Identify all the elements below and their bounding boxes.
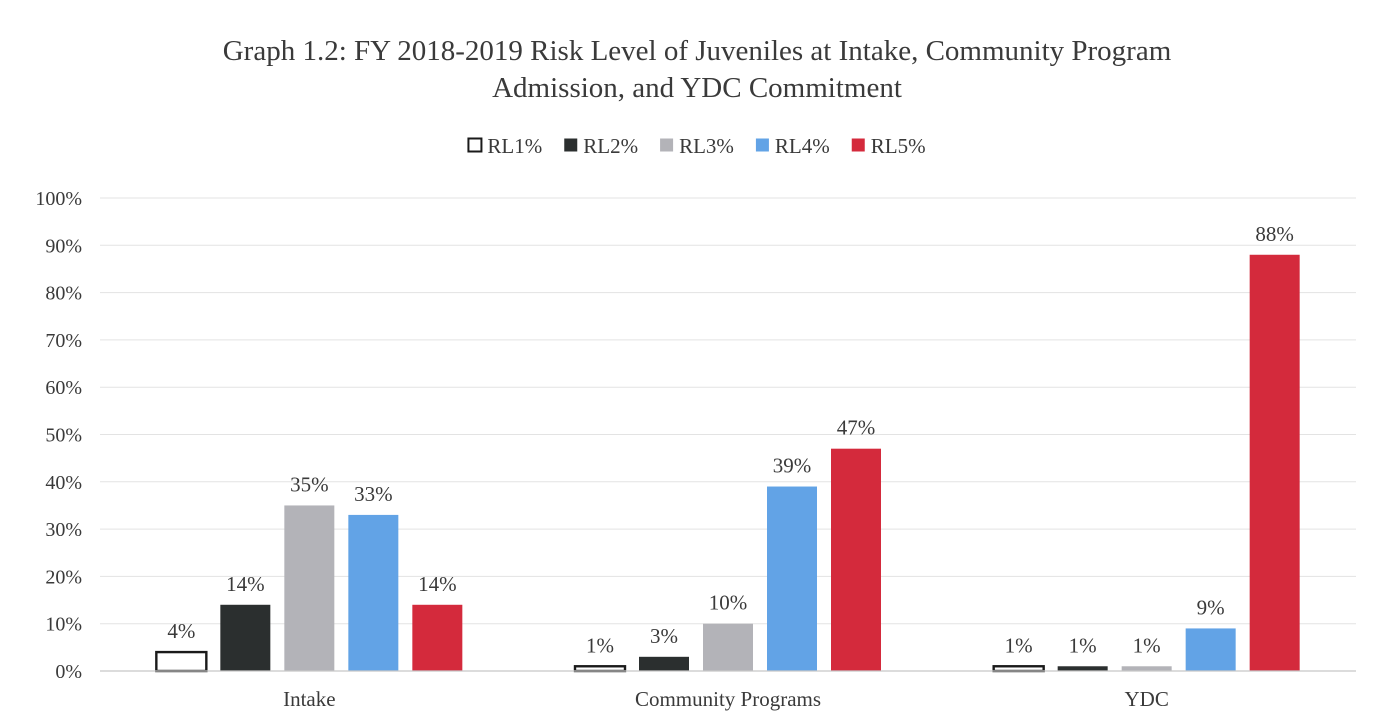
data-label: 1% bbox=[1069, 633, 1097, 657]
category-label: Intake bbox=[283, 687, 335, 711]
data-label: 4% bbox=[167, 619, 195, 643]
bars bbox=[155, 254, 1300, 673]
bar-rl1-community-programs bbox=[573, 665, 627, 673]
category-label: YDC bbox=[1124, 687, 1168, 711]
data-label: 14% bbox=[418, 572, 457, 596]
data-label: 39% bbox=[773, 454, 812, 478]
y-tick-label: 100% bbox=[35, 188, 82, 210]
data-label: 3% bbox=[650, 624, 678, 648]
data-label: 1% bbox=[586, 633, 614, 657]
legend-label: RL3% bbox=[679, 134, 734, 158]
legend-item: RL3% bbox=[660, 134, 734, 158]
bar-rl2-intake bbox=[220, 604, 271, 671]
bar-rl4-intake bbox=[348, 514, 399, 671]
y-tick-label: 90% bbox=[45, 235, 82, 257]
y-tick-label: 10% bbox=[45, 614, 82, 636]
chart-title-line-2: Admission, and YDC Commitment bbox=[492, 72, 902, 104]
y-tick-label: 70% bbox=[45, 330, 82, 352]
y-tick-label: 40% bbox=[45, 472, 82, 494]
legend-label: RL4% bbox=[775, 134, 830, 158]
bar-rl4-ydc bbox=[1185, 628, 1236, 671]
legend-item: RL2% bbox=[564, 134, 638, 158]
y-tick-label: 30% bbox=[45, 519, 82, 541]
bar-rl3-community-programs bbox=[703, 623, 753, 671]
bar-rl4-community-programs bbox=[767, 486, 817, 671]
y-tick-label: 0% bbox=[55, 661, 82, 683]
y-tick-label: 20% bbox=[45, 566, 82, 588]
legend-label: RL5% bbox=[871, 134, 926, 158]
bar-rl5-community-programs bbox=[831, 448, 881, 671]
bar-rl3-ydc bbox=[1121, 666, 1172, 671]
data-label: 10% bbox=[709, 591, 748, 615]
category-labels: Intake Community Programs YDC bbox=[283, 687, 1169, 711]
legend-swatch bbox=[467, 137, 483, 153]
y-tick-label: 60% bbox=[45, 377, 82, 399]
bar-rl3-intake bbox=[284, 505, 335, 671]
bar-rl5-intake bbox=[412, 604, 463, 671]
legend-swatch bbox=[755, 138, 769, 152]
legend-label: RL1% bbox=[487, 134, 542, 158]
data-label: 14% bbox=[226, 572, 265, 596]
legend-label: RL2% bbox=[583, 134, 638, 158]
bar-rl2-community-programs bbox=[639, 656, 689, 671]
data-label: 47% bbox=[837, 416, 876, 440]
legend-swatch bbox=[851, 138, 865, 152]
bar-rl2-ydc bbox=[1057, 666, 1108, 671]
category-label: Community Programs bbox=[635, 687, 821, 711]
data-label: 35% bbox=[290, 472, 329, 496]
chart-title-line-1: Graph 1.2: FY 2018-2019 Risk Level of Ju… bbox=[223, 35, 1172, 67]
legend: RL1% RL2% RL3% RL4% RL5% bbox=[467, 134, 926, 158]
y-tick-label: 50% bbox=[45, 425, 82, 447]
data-label: 1% bbox=[1133, 633, 1161, 657]
data-label: 88% bbox=[1255, 222, 1294, 246]
bar-rl5-ydc bbox=[1249, 254, 1300, 671]
legend-swatch bbox=[660, 138, 674, 152]
legend-item: RL5% bbox=[851, 134, 926, 158]
bar-rl1-intake bbox=[155, 650, 208, 673]
y-axis-tick-labels: 0% 10% 20% 30% 40% 50% 60% 70% 80% 90% 100% bbox=[35, 188, 82, 683]
legend-item: RL4% bbox=[755, 134, 830, 158]
data-label: 9% bbox=[1197, 595, 1225, 619]
data-labels: 4% 14% 35% 33% 14% 1% 3% 10% 39% 47% 1% 1% 1% 9% 88% bbox=[167, 222, 1294, 658]
legend-swatch bbox=[564, 138, 578, 152]
bar-rl1-ydc bbox=[992, 665, 1045, 673]
data-label: 1% bbox=[1005, 633, 1033, 657]
data-label: 33% bbox=[354, 482, 393, 506]
y-tick-label: 80% bbox=[45, 283, 82, 305]
legend-item: RL1% bbox=[467, 134, 542, 158]
